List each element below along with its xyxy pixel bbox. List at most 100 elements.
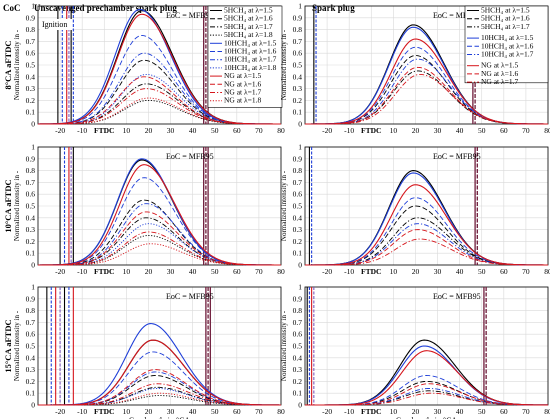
x-tick-label: 30 <box>167 407 175 416</box>
series-line <box>305 383 548 406</box>
y-tick-label: 0.1 <box>293 249 303 258</box>
y-tick-label: 0.3 <box>293 365 303 374</box>
x-tick-label: -20 <box>55 126 65 135</box>
x-tick-label: 40 <box>456 407 464 416</box>
y-tick-label: 0.5 <box>293 342 303 351</box>
x-tick-label: 20 <box>412 126 420 135</box>
y-tick-label: 0.9 <box>26 154 36 163</box>
y-tick-label: 0.4 <box>26 353 36 362</box>
y-tick-label: 0.7 <box>293 178 303 187</box>
series-line <box>304 172 548 266</box>
series-line <box>38 243 281 266</box>
x-axis-label: Crankangle in °CA <box>396 416 458 419</box>
y-tick-label: 0.9 <box>293 13 303 22</box>
y-axis-label: Normalized intensity in - <box>13 170 21 241</box>
y-tick-label: 0.7 <box>26 178 36 187</box>
x-tick-label: -10 <box>344 267 354 276</box>
x-tick-label: 80 <box>277 407 285 416</box>
x-tick-label: 10 <box>123 126 131 135</box>
y-tick-label: 1 <box>31 283 35 292</box>
y-tick-label: 0.4 <box>293 213 303 222</box>
x-tick-label: 70 <box>522 126 530 135</box>
y-tick-label: 0 <box>31 261 35 270</box>
series-line <box>305 229 549 266</box>
y-axis-label: Normalized intensity in - <box>280 29 288 100</box>
x-tick-label: FTDC <box>361 267 381 276</box>
y-tick-label: 0.3 <box>26 225 36 234</box>
eoc-label: EoC = MFB95 <box>433 11 481 20</box>
y-tick-label: 1 <box>298 283 302 292</box>
legend-entry: NG at λ=1.5 <box>224 71 261 80</box>
legend-entry: 5HCH₄ at λ=1.5 <box>481 6 530 15</box>
y-tick-label: 1 <box>298 143 302 152</box>
x-tick-label: -10 <box>344 126 354 135</box>
y-tick-label: 0.1 <box>26 389 36 398</box>
series-line <box>37 199 281 266</box>
x-tick-label: -20 <box>322 126 332 135</box>
series-line <box>38 231 281 266</box>
axes-frame <box>304 146 549 266</box>
col-title-spark-plug: Spark plug <box>312 3 355 13</box>
x-tick-label: 30 <box>167 126 175 135</box>
x-tick-label: 50 <box>211 126 219 135</box>
series-line <box>305 350 549 406</box>
x-axis-label: Crankangle in °CA <box>129 416 191 419</box>
y-tick-label: 0.7 <box>26 37 36 46</box>
x-tick-label: 10 <box>390 126 398 135</box>
y-tick-label: 0 <box>31 120 35 129</box>
y-axis-label: Normalized intensity in - <box>13 29 21 100</box>
series-line <box>305 375 549 406</box>
legend-entry: 10HCH₄ at λ=1.5 <box>224 38 277 47</box>
y-tick-label: 0.6 <box>293 190 303 199</box>
x-tick-label: FTDC <box>94 267 114 276</box>
y-tick-label: 0.2 <box>26 96 36 105</box>
y-tick-label: 0.5 <box>26 342 36 351</box>
y-tick-label: 0.5 <box>293 202 303 211</box>
x-tick-label: 60 <box>500 407 508 416</box>
series-line <box>38 388 281 406</box>
axes-frame <box>37 146 282 266</box>
x-tick-label: 80 <box>544 407 550 416</box>
y-tick-label: 0.3 <box>26 365 36 374</box>
x-tick-label: 10 <box>390 407 398 416</box>
legend-entry: 5HCH₄ at λ=1.6 <box>481 14 530 23</box>
y-tick-label: 0.6 <box>26 330 36 339</box>
legend-entry: 10HCH₄ at λ=1.7 <box>481 50 534 59</box>
x-tick-label: -20 <box>55 267 65 276</box>
legend-entry: 10HCH₄ at λ=1.6 <box>481 41 534 50</box>
y-tick-label: 0.9 <box>26 294 36 303</box>
x-tick-label: 80 <box>277 267 285 276</box>
legend-entry: 10HCH₄ at λ=1.5 <box>481 33 534 42</box>
legend-entry: NG at λ=1.6 <box>224 79 261 88</box>
y-axis-label: Normalized intensity in - <box>280 170 288 241</box>
x-tick-label: -20 <box>322 267 332 276</box>
series-line <box>38 235 281 266</box>
series-line <box>38 351 281 406</box>
x-tick-label: 60 <box>233 267 241 276</box>
legend-entry: NG at λ=1.7 <box>224 88 261 97</box>
series-line <box>305 392 548 406</box>
legend-entry: NG at λ=1.7 <box>481 77 518 86</box>
x-tick-label: FTDC <box>361 126 381 135</box>
series-line <box>305 238 549 266</box>
x-tick-label: 50 <box>211 407 219 416</box>
y-tick-label: 0.6 <box>26 49 36 58</box>
x-tick-label: -20 <box>55 407 65 416</box>
y-tick-label: 0.9 <box>293 294 303 303</box>
x-tick-label: 50 <box>211 267 219 276</box>
x-tick-label: 30 <box>167 267 175 276</box>
y-tick-label: 0.3 <box>293 225 303 234</box>
y-tick-label: 0.8 <box>293 306 303 315</box>
series-line <box>38 323 281 406</box>
x-tick-label: 60 <box>500 267 508 276</box>
panel-4: 0 0.1 0.2 0.3 0.4 0.5 0.6 0.7 0.8 0.9 1 -20 -10 FTDC 1… <box>280 143 550 277</box>
y-axis-label: Normalized intensity in - <box>280 310 288 381</box>
y-tick-label: 0.3 <box>293 84 303 93</box>
x-tick-label: 10 <box>123 267 131 276</box>
series-line <box>305 73 548 125</box>
x-tick-label: FTDC <box>361 407 381 416</box>
legend-entry: NG at λ=1.6 <box>481 69 518 78</box>
series-line <box>38 164 281 266</box>
y-tick-label: 1 <box>298 2 302 11</box>
